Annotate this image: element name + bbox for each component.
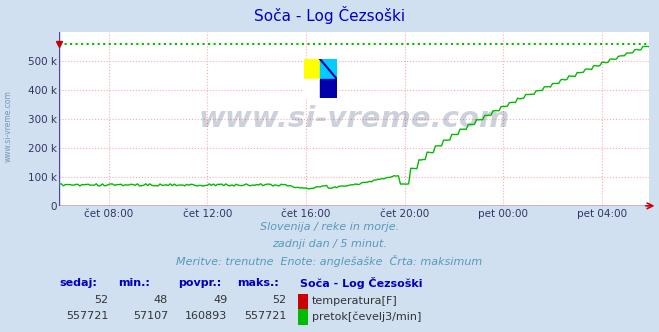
Text: Meritve: trenutne  Enote: anglešaške  Črta: maksimum: Meritve: trenutne Enote: anglešaške Črta…: [177, 255, 482, 267]
Text: povpr.:: povpr.:: [178, 278, 221, 288]
Text: 557721: 557721: [67, 311, 109, 321]
Bar: [320, 59, 337, 79]
Text: 557721: 557721: [244, 311, 287, 321]
Text: temperatura[F]: temperatura[F]: [312, 296, 397, 306]
Text: 57107: 57107: [133, 311, 168, 321]
Text: www.si-vreme.com: www.si-vreme.com: [3, 90, 13, 162]
Text: 52: 52: [273, 295, 287, 305]
Text: maks.:: maks.:: [237, 278, 279, 288]
Bar: [304, 79, 320, 98]
Text: pretok[čevelj3/min]: pretok[čevelj3/min]: [312, 311, 421, 322]
Text: 160893: 160893: [185, 311, 227, 321]
Text: min.:: min.:: [119, 278, 150, 288]
Text: 52: 52: [95, 295, 109, 305]
Text: 49: 49: [213, 295, 227, 305]
Bar: [304, 59, 320, 79]
Text: Soča - Log Čezsoški: Soča - Log Čezsoški: [300, 277, 422, 289]
Text: zadnji dan / 5 minut.: zadnji dan / 5 minut.: [272, 239, 387, 249]
Text: www.si-vreme.com: www.si-vreme.com: [198, 105, 510, 133]
Bar: [320, 79, 337, 98]
Text: Soča - Log Čezsoški: Soča - Log Čezsoški: [254, 6, 405, 24]
Text: Slovenija / reke in morje.: Slovenija / reke in morje.: [260, 222, 399, 232]
Text: sedaj:: sedaj:: [59, 278, 97, 288]
Text: 48: 48: [154, 295, 168, 305]
